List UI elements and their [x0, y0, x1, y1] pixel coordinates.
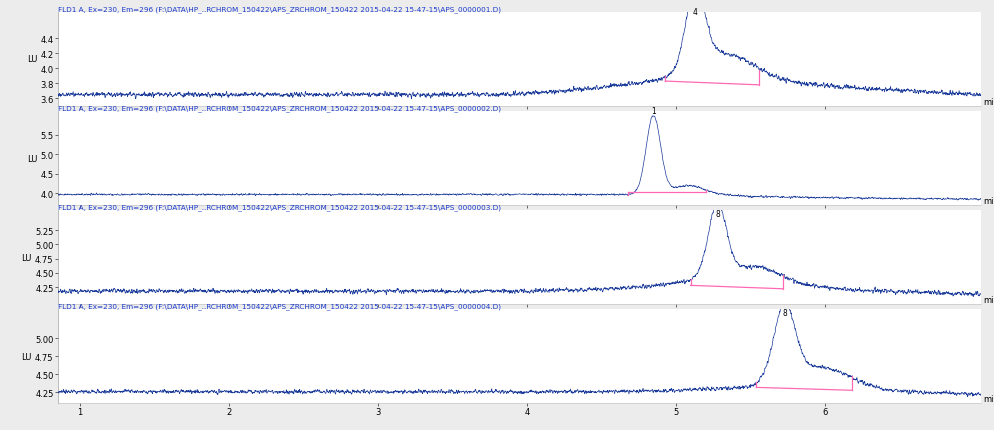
Text: FLD1 A, Ex=230, Em=296 (F:\DATA\HP_..RCHROM_150422\APS_ZRCHROM_150422 2015-04-22: FLD1 A, Ex=230, Em=296 (F:\DATA\HP_..RCH… [58, 204, 500, 210]
Text: min: min [982, 197, 994, 206]
Text: 8: 8 [781, 308, 786, 317]
Y-axis label: LU: LU [27, 154, 37, 163]
Y-axis label: LU: LU [27, 55, 37, 64]
Text: FLD1 A, Ex=230, Em=296 (F:\DATA\HP_..RCHROM_150422\APS_ZRCHROM_150422 2015-04-22: FLD1 A, Ex=230, Em=296 (F:\DATA\HP_..RCH… [58, 6, 500, 12]
Text: 1: 1 [650, 107, 655, 116]
Text: 8: 8 [715, 209, 719, 218]
Text: FLD1 A, Ex=230, Em=296 (F:\DATA\HP_..RCHROM_150422\APS_ZRCHROM_150422 2015-04-22: FLD1 A, Ex=230, Em=296 (F:\DATA\HP_..RCH… [58, 105, 500, 111]
Y-axis label: LU: LU [22, 253, 32, 262]
Text: FLD1 A, Ex=230, Em=296 (F:\DATA\HP_..RCHROM_150422\APS_ZRCHROM_150422 2015-04-22: FLD1 A, Ex=230, Em=296 (F:\DATA\HP_..RCH… [58, 303, 500, 309]
Y-axis label: LU: LU [22, 352, 32, 361]
Text: 4: 4 [692, 8, 697, 17]
Text: min: min [982, 394, 994, 403]
Text: min: min [982, 295, 994, 304]
Text: min: min [982, 98, 994, 107]
